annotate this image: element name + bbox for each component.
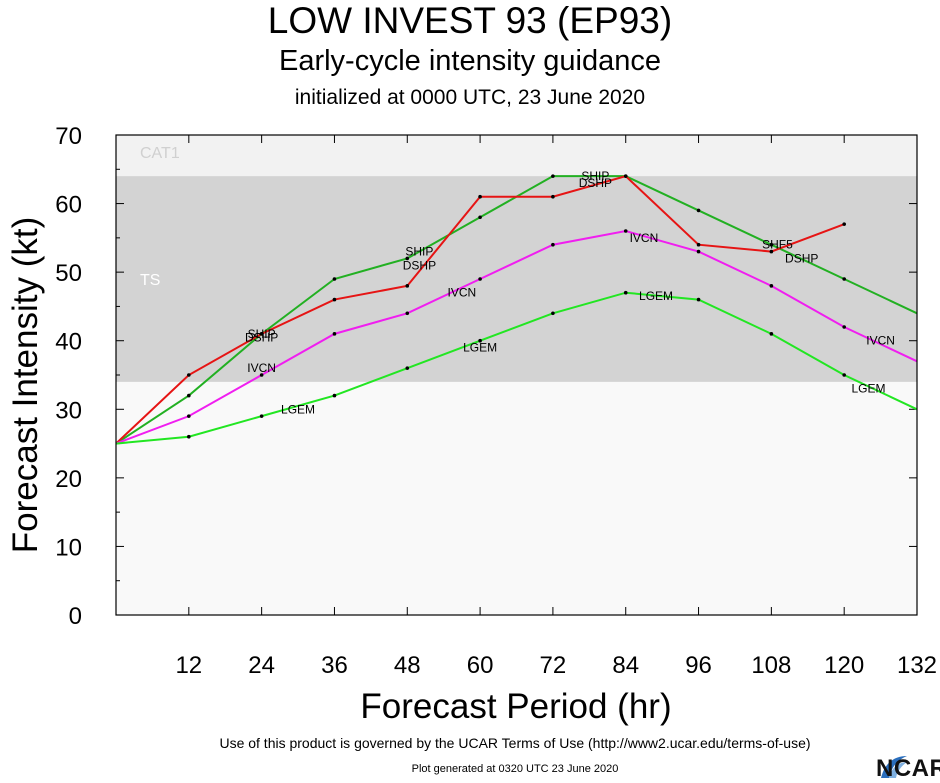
data-point [696, 242, 701, 247]
series-label: IVCN [448, 286, 477, 300]
y-tick-label: 10 [55, 534, 82, 561]
data-point [332, 277, 337, 281]
x-tick-label: 120 [824, 652, 864, 679]
x-tick-label: 36 [321, 652, 348, 679]
data-point [405, 284, 410, 288]
terms-of-use-text: Use of this product is governed by the U… [219, 735, 811, 751]
x-tick-label: 72 [540, 652, 567, 679]
y-tick-label: 70 [55, 123, 82, 150]
x-tick-label: 12 [175, 652, 202, 679]
data-point [187, 414, 191, 418]
y-tick-label: 50 [55, 260, 82, 287]
data-point [405, 366, 410, 370]
data-point [551, 242, 555, 247]
band-label: CAT1 [140, 145, 180, 162]
data-point [332, 332, 337, 336]
series-label: LGEM [851, 382, 885, 396]
plot-generated-text: Plot generated at 0320 UTC 23 June 2020 [411, 763, 619, 775]
axis-labels: 12 24 36 48 60 72 84 96 108 120 132 0 10 20 30 40 50 60 70… [6, 123, 937, 726]
series-label: IVCN [630, 231, 659, 245]
series-label: DSHP [579, 176, 612, 190]
series-label: DSHP [245, 330, 278, 344]
data-point [259, 332, 264, 336]
series-label: SHIP [581, 169, 609, 183]
y-tick-label: 30 [55, 397, 82, 424]
x-tick-label: 96 [685, 652, 712, 679]
plot-frame [115, 134, 918, 616]
chart-subtitle: Early-cycle intensity guidance [278, 45, 661, 77]
initialization-time: initialized at 0000 UTC, 23 June 2020 [294, 86, 646, 109]
data-point [259, 414, 264, 418]
data-point [478, 194, 482, 199]
series-label: LGEM [281, 402, 315, 416]
x-tick-label: 48 [394, 652, 421, 679]
data-point [551, 194, 555, 199]
series-label: LGEM [463, 341, 497, 355]
x-tick-label: 60 [467, 652, 494, 679]
data-point [842, 222, 846, 226]
y-axis-label: Forecast Intensity (kt) [6, 217, 45, 553]
data-point [696, 208, 701, 213]
x-tick-label: 24 [248, 652, 275, 679]
data-point [769, 284, 774, 288]
data-point [623, 290, 628, 295]
data-point [478, 215, 482, 220]
series-label: IVCN [866, 334, 895, 348]
data-point [405, 311, 410, 316]
data-point [769, 332, 774, 336]
data-point [551, 311, 555, 316]
y-tick-label: 40 [55, 329, 82, 356]
data-point [259, 373, 264, 377]
y-tick-label: 20 [55, 466, 82, 493]
series-label: DSHP [785, 251, 818, 265]
band-cat1 [116, 135, 917, 177]
ncar-logo-icon [881, 756, 907, 778]
data-point [478, 277, 482, 281]
series-label: SHIP [405, 245, 433, 259]
y-tick-label: 0 [69, 603, 82, 630]
x-tick-label: 108 [751, 652, 791, 679]
x-tick-label: 84 [612, 652, 639, 679]
series-label: DSHP [403, 258, 436, 272]
series-line-ivcn [115, 229, 918, 445]
data-point [842, 277, 846, 281]
data-point [187, 434, 191, 439]
chart-title: LOW INVEST 93 (EP93) [267, 0, 673, 41]
series-label: LGEM [639, 289, 673, 303]
series-label: SHF5 [762, 238, 793, 252]
intensity-bands: CAT1 TS [116, 135, 917, 615]
data-point [623, 174, 628, 178]
data-point [842, 325, 846, 329]
ncar-logo-text: NCAR [876, 755, 940, 782]
data-point [769, 242, 774, 247]
series-label: IVCN [247, 361, 276, 375]
data-point [551, 174, 555, 178]
data-point [187, 373, 191, 377]
data-point [696, 297, 701, 302]
data-point [842, 373, 846, 377]
x-tick-label: 132 [897, 652, 937, 679]
x-axis-label: Forecast Period (hr) [360, 687, 671, 726]
data-point [332, 297, 337, 302]
forecast-lines [115, 174, 918, 445]
data-point [332, 393, 337, 398]
data-point [623, 229, 628, 233]
data-point [769, 249, 774, 254]
data-point [478, 338, 482, 343]
data-point [187, 393, 191, 398]
band-ts [116, 176, 917, 382]
series-label: SHIP [248, 327, 276, 341]
data-point [405, 256, 410, 261]
data-point [696, 249, 701, 254]
series-line-lgem [115, 291, 918, 445]
band-label: TS [140, 272, 160, 289]
y-tick-label: 60 [55, 192, 82, 219]
line-labels: SHIPDSHPSHIPDSHPSHIPDSHPSHF5DSHPIVCNIVCN… [245, 169, 895, 416]
